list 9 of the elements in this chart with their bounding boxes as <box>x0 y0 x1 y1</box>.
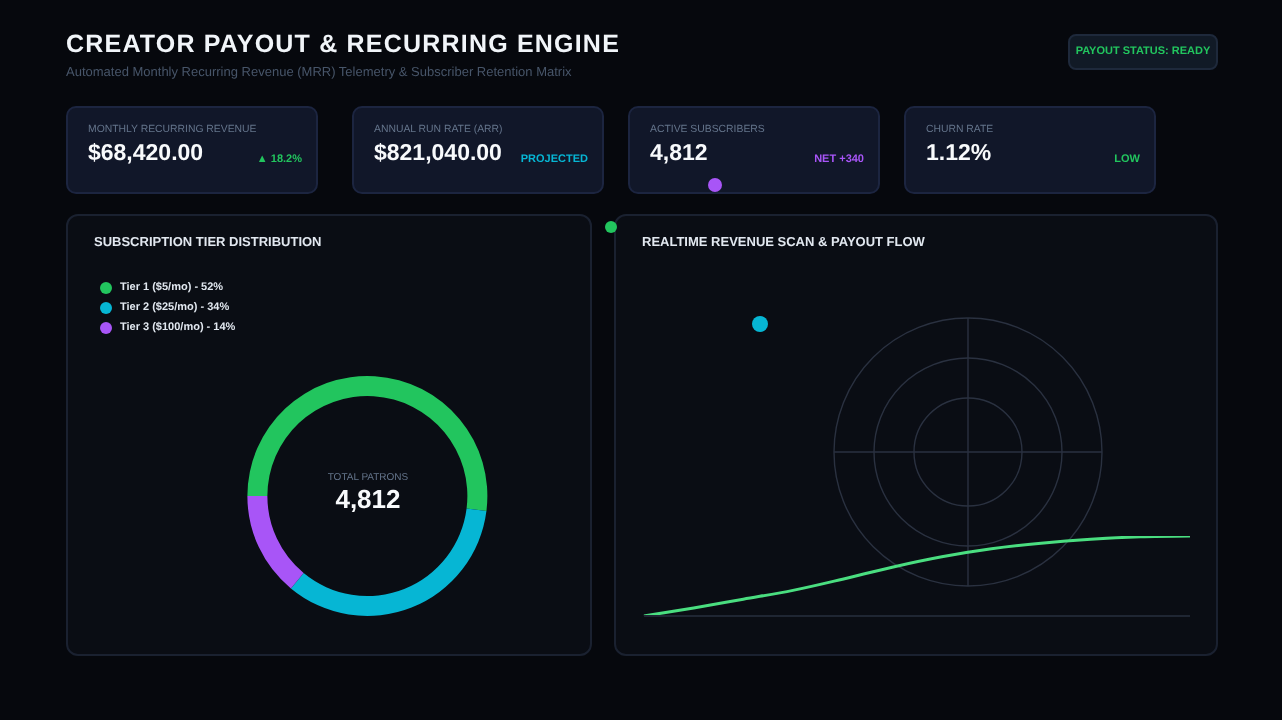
donut-slice <box>290 508 487 616</box>
text: $821,040.00 <box>374 142 502 166</box>
donut-slice <box>247 376 488 512</box>
donut-slice <box>247 496 304 589</box>
text: 1.12% <box>926 142 992 166</box>
text: 4,812 <box>650 142 708 166</box>
text: CREATOR PAYOUT & RECURRING ENGINE <box>66 30 621 58</box>
text: 4,812 <box>333 484 403 514</box>
text: $68,420.00 <box>88 142 204 166</box>
